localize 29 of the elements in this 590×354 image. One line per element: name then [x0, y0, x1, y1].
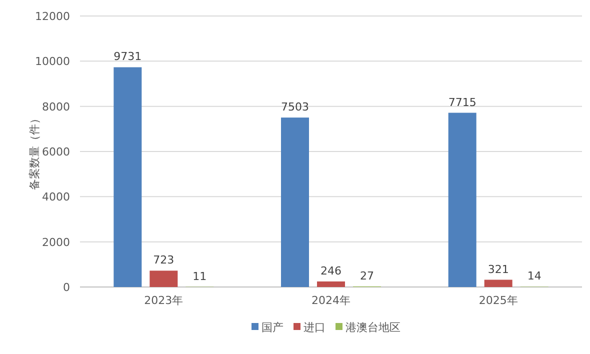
bar [114, 67, 142, 287]
y-tick-label: 10000 [35, 55, 70, 68]
legend-label: 国产 [262, 321, 284, 334]
data-label: 7715 [448, 96, 476, 109]
data-label: 246 [320, 264, 342, 278]
bar [448, 112, 476, 287]
bar [281, 118, 309, 287]
data-label: 9731 [114, 50, 142, 64]
x-tick-label: 2023年 [144, 294, 184, 307]
bar [317, 281, 345, 287]
y-tick-label: 6000 [42, 146, 70, 158]
bar [150, 270, 178, 287]
x-tick-label: 2025年 [478, 294, 518, 307]
x-tick-label: 2024年 [312, 294, 350, 307]
data-label: 14 [527, 270, 542, 283]
data-label: 27 [360, 269, 374, 282]
y-tick-label: 4000 [42, 190, 70, 204]
data-label: 7503 [281, 100, 309, 114]
y-tick-label: 0 [63, 281, 70, 294]
y-tick-label: 8000 [42, 100, 70, 114]
y-tick-label: 2000 [42, 236, 70, 249]
data-label: 723 [153, 254, 174, 267]
legend-label: 进口 [304, 321, 326, 334]
y-tick-label: 12000 [35, 10, 70, 23]
data-label: 11 [192, 270, 207, 283]
data-label: 321 [488, 262, 509, 276]
y-axis-title: 备案数量（件） [28, 113, 41, 190]
bar [484, 280, 512, 287]
legend-label: 港澳台地区 [346, 321, 400, 334]
